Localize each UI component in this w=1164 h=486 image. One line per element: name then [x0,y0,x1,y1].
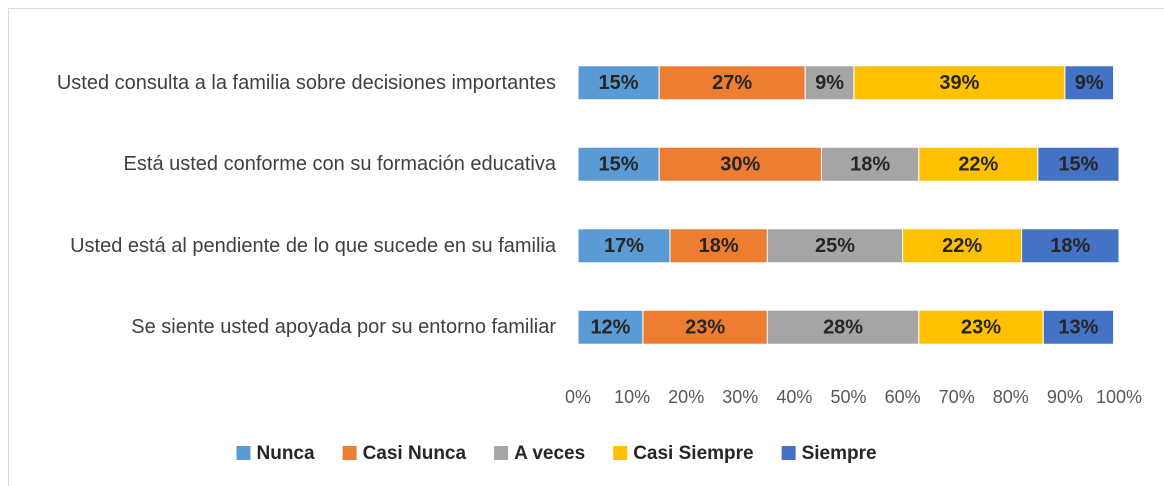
bar-segment [577,146,660,182]
legend-swatch [236,446,251,460]
legend-label: A veces [514,443,585,464]
bar-segment [902,228,1023,264]
value-label: 15% [599,72,639,94]
bar-segment [853,65,1066,101]
category-label: Usted está al pendiente de lo que sucede… [70,234,556,257]
category-label: Usted consulta a la familia sobre decisi… [56,71,556,94]
x-tick-label: 30% [722,387,758,407]
bar-segment [766,309,920,345]
value-label: 39% [939,72,979,94]
legend-label: Casi Siempre [633,443,753,464]
x-tick-label: 80% [993,387,1029,407]
value-label: 22% [958,154,998,176]
x-tick-label: 0% [565,387,591,407]
bar-segment [577,309,644,345]
x-tick-label: 40% [776,387,812,407]
value-label: 15% [599,154,639,176]
x-tick-label: 90% [1047,387,1083,407]
bar-segment [1064,65,1115,101]
value-label: 25% [815,235,855,257]
bar-segment [766,228,904,264]
bar-segment [577,65,660,101]
value-label: 23% [961,317,1001,339]
legend-label: Siempre [802,443,877,464]
value-label: 13% [1058,317,1098,339]
value-label: 18% [1050,235,1090,257]
value-label: 27% [712,72,752,94]
value-label: 9% [815,72,844,94]
x-tick-label: 10% [614,387,650,407]
value-label: 18% [850,154,890,176]
bar-segment [642,309,768,345]
bar-segment [658,146,822,182]
value-label: 28% [823,317,863,339]
legend-swatch [342,446,357,460]
legend-swatch [781,446,796,460]
category-label: Está usted conforme con su formación edu… [123,153,556,176]
legend-label: Nunca [257,443,316,464]
x-tick-label: 50% [830,387,866,407]
bar-segment [1021,228,1120,264]
legend-label: Casi Nunca [363,443,467,464]
bar-segment [820,146,920,182]
bar-segment [1042,309,1115,345]
x-tick-label: 70% [939,387,975,407]
value-label: 12% [590,317,630,339]
bar-segment [804,65,855,101]
value-label: 30% [720,154,760,176]
x-tick-label: 100% [1096,387,1142,407]
value-label: 18% [699,235,739,257]
x-tick-label: 60% [885,387,921,407]
value-label: 22% [942,235,982,257]
bar-segment [918,309,1044,345]
x-tick-label: 20% [668,387,704,407]
value-label: 15% [1058,154,1098,176]
category-label: Se siente usted apoyada por su entorno f… [131,316,556,339]
chart-border [8,8,1164,486]
legend-swatch [494,446,509,460]
value-label: 23% [685,317,725,339]
value-label: 9% [1075,72,1104,94]
bar-segment [1037,146,1120,182]
legend-swatch [613,446,628,460]
value-label: 17% [604,235,644,257]
